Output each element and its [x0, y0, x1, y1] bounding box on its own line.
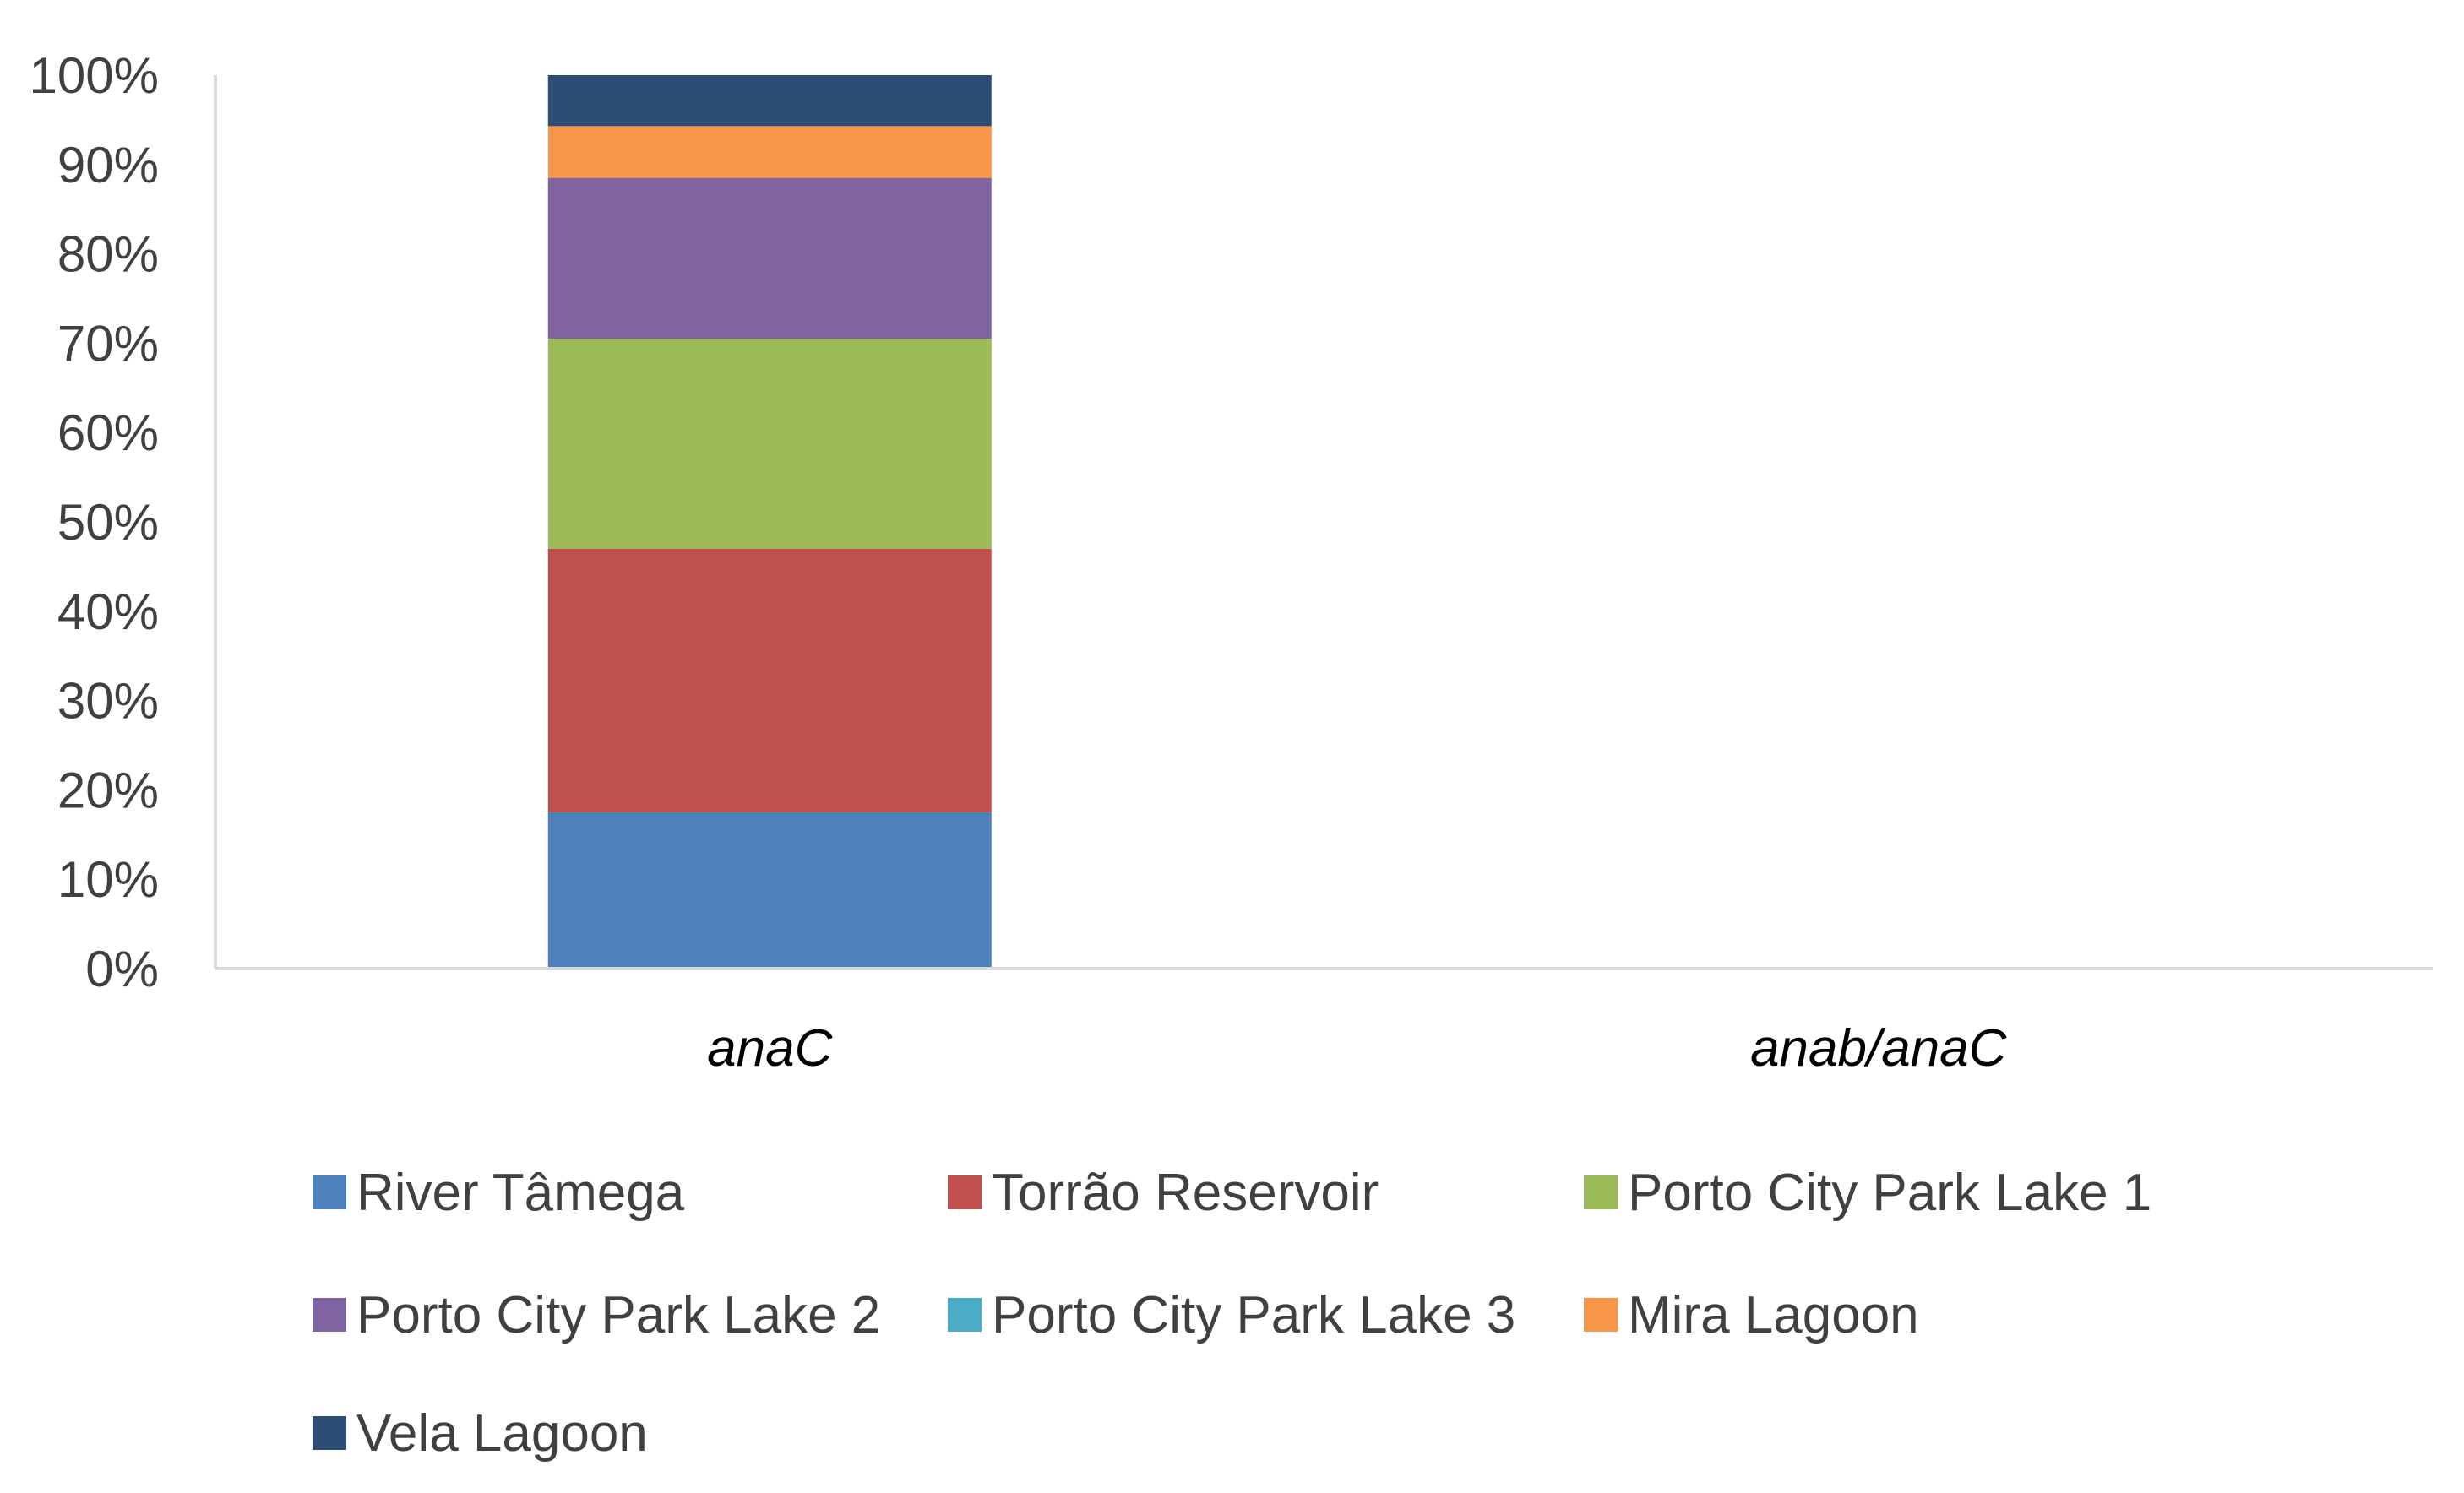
legend-swatch [1584, 1298, 1618, 1332]
x-axis-category-labels: anaC anab/anaC [707, 1019, 2008, 1078]
legend-item: Torrão Reservoir [948, 1164, 1379, 1222]
bar-segment [547, 548, 992, 812]
legend-item: Porto City Park Lake 2 [313, 1286, 880, 1344]
legend: River Tâmega Torrão Reservoir Porto City P… [313, 1164, 2151, 1463]
legend-item: River Tâmega [313, 1164, 685, 1222]
bar-segment [547, 75, 992, 127]
legend-swatch [313, 1298, 346, 1332]
legend-swatch [313, 1175, 346, 1209]
y-tick-label: 0% [85, 941, 159, 997]
legend-label: Porto City Park Lake 1 [1628, 1164, 2151, 1222]
x-category-label: anaC [707, 1019, 833, 1078]
y-tick-label: 60% [57, 404, 159, 461]
bar-segment [547, 126, 992, 178]
legend-label: Porto City Park Lake 3 [992, 1286, 1515, 1344]
legend-label: Torrão Reservoir [992, 1164, 1379, 1222]
y-tick-label: 50% [57, 494, 159, 551]
bar-segment [547, 177, 992, 339]
legend-item: Porto City Park Lake 3 [948, 1286, 1515, 1344]
bar-segment [547, 339, 992, 549]
y-tick-label: 20% [57, 762, 159, 818]
y-tick-label: 70% [57, 315, 159, 372]
legend-swatch [948, 1298, 982, 1332]
y-tick-label: 40% [57, 584, 159, 640]
x-category-label: anab/anaC [1750, 1019, 2008, 1078]
y-tick-label: 80% [57, 226, 159, 283]
y-axis-tick-labels: 0% 10% 20% 30% 40% 50% 60% 70% 80% 90% 100% [30, 47, 159, 997]
y-tick-label: 90% [57, 137, 159, 193]
y-tick-label: 100% [30, 47, 159, 104]
legend-label: Mira Lagoon [1628, 1286, 1919, 1344]
legend-swatch [1584, 1175, 1618, 1209]
legend-label: Porto City Park Lake 2 [356, 1286, 880, 1344]
bar-segments [547, 75, 992, 969]
legend-label: Vela Lagoon [356, 1404, 648, 1463]
legend-swatch [948, 1175, 982, 1209]
bar-segment [547, 812, 992, 969]
legend-item: Vela Lagoon [313, 1404, 648, 1463]
y-tick-label: 30% [57, 673, 159, 730]
legend-item: Porto City Park Lake 1 [1584, 1164, 2151, 1222]
legend-item: Mira Lagoon [1584, 1286, 1919, 1344]
y-tick-label: 10% [57, 851, 159, 908]
legend-swatch [313, 1416, 346, 1450]
legend-label: River Tâmega [356, 1164, 685, 1222]
